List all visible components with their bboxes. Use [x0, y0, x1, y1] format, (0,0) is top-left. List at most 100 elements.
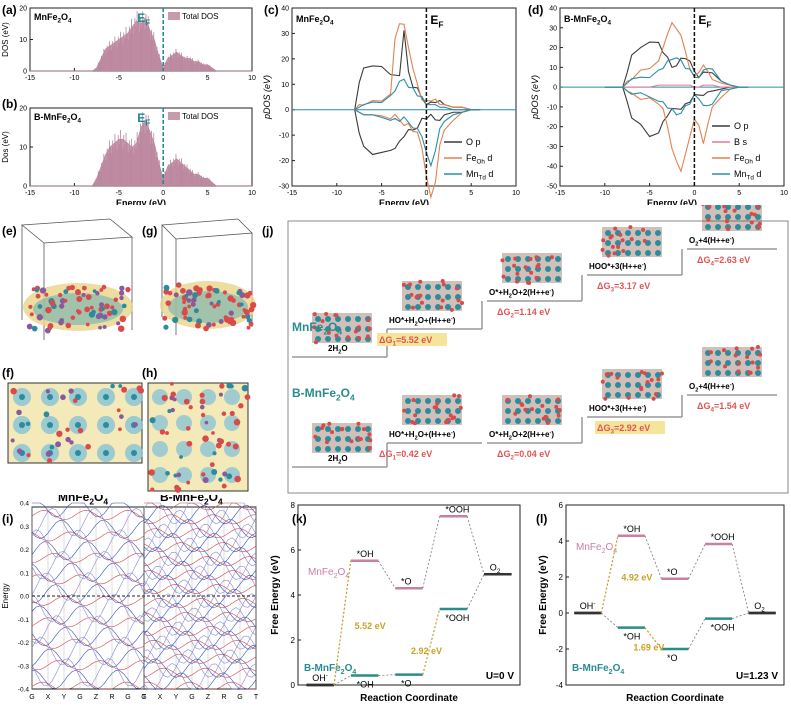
atom	[165, 470, 170, 476]
atom	[229, 316, 235, 322]
atom	[635, 382, 641, 388]
atom	[19, 422, 25, 428]
y-tick-label: 0.1	[20, 570, 29, 577]
atom	[325, 446, 331, 452]
atom	[643, 371, 648, 376]
step-label: O2+4(H++e-)	[689, 236, 735, 248]
atom	[407, 282, 412, 287]
y-tick-label: -10	[547, 104, 557, 111]
y-tick-label: -50	[547, 184, 557, 191]
atom	[659, 371, 664, 376]
atom	[72, 398, 78, 404]
y-tick-label: 2	[559, 573, 564, 582]
y-tick-label: 6	[291, 546, 296, 555]
legend-label: FeOh d	[734, 153, 760, 166]
y-tick-label: 0.0	[20, 594, 29, 601]
pdos-series-line	[354, 23, 481, 111]
atom	[201, 472, 206, 477]
band-line	[143, 598, 257, 608]
atom	[103, 394, 109, 400]
atom	[618, 232, 623, 237]
band-line	[143, 663, 257, 690]
atom	[212, 451, 217, 456]
atom	[172, 397, 177, 402]
atom	[440, 279, 445, 284]
atom	[239, 302, 244, 307]
atom	[635, 392, 641, 398]
atom	[199, 398, 206, 405]
x-tick-label: -10	[69, 75, 79, 82]
kpoint-label: Y	[62, 694, 67, 701]
atom	[335, 316, 341, 322]
atom	[441, 282, 446, 287]
kpoint-label: G	[189, 694, 194, 701]
atom	[615, 382, 621, 388]
y-tick-label: 20	[19, 106, 27, 113]
dos-plot-a: -15 -10 -5 0 5 10 0 10 20 MnFe2O4 EF Total DOS DOS (…	[1, 6, 256, 83]
band-line	[143, 556, 257, 567]
atom	[529, 270, 534, 275]
atom	[75, 422, 81, 428]
band-line	[31, 531, 145, 542]
x-tick-label: -15	[25, 190, 35, 197]
atom	[655, 382, 661, 388]
atom	[756, 365, 761, 370]
y-tick-label: 20	[549, 45, 557, 52]
atom	[199, 404, 205, 410]
atom	[642, 238, 647, 243]
limiting-step-arrow	[422, 608, 441, 675]
atom	[418, 279, 423, 284]
atom	[215, 442, 222, 449]
atom	[749, 220, 754, 225]
atom	[110, 305, 115, 310]
atom	[641, 227, 646, 232]
atom	[43, 411, 50, 418]
atom	[435, 418, 441, 424]
atom	[610, 244, 615, 249]
atom	[455, 408, 461, 414]
band-line	[143, 672, 257, 690]
atom	[95, 313, 102, 320]
atom	[111, 308, 118, 316]
slab-backdrop	[702, 205, 762, 231]
atom	[555, 256, 561, 262]
atom	[47, 323, 54, 329]
atom	[715, 360, 721, 366]
atom	[425, 408, 431, 414]
panel-label-h: (h)	[142, 366, 157, 380]
atom	[501, 274, 506, 279]
atom	[174, 486, 182, 493]
step-label: O2+4(H++e-)	[689, 382, 735, 394]
panel-label-e: (e)	[2, 224, 17, 238]
atom	[101, 284, 107, 290]
atom	[37, 304, 43, 309]
pdos-series-line	[604, 41, 749, 88]
band-frame	[31, 506, 145, 690]
atom	[221, 411, 227, 416]
x-tick-label: 5	[737, 190, 741, 197]
plot-frame	[565, 504, 785, 686]
fermi-label: EF	[430, 13, 443, 30]
atom	[722, 205, 727, 209]
limiting-step-arrow	[644, 627, 662, 650]
atom	[65, 427, 70, 432]
atom	[600, 247, 605, 252]
band-line	[143, 588, 257, 608]
atom	[526, 280, 531, 285]
plot-title: B-MnFe2O4	[564, 14, 612, 27]
atom	[555, 266, 561, 272]
atom	[440, 298, 445, 303]
atom	[335, 446, 341, 452]
atom	[750, 360, 755, 365]
atom	[68, 388, 74, 394]
step-label: O*+H2O+2(H++e-)	[489, 288, 554, 300]
atom	[756, 205, 761, 209]
atom	[199, 392, 205, 398]
atom	[49, 299, 56, 307]
legend-label: MnTd d	[466, 169, 493, 182]
y-tick-label: -4	[556, 681, 564, 690]
atom	[218, 477, 223, 482]
atom	[605, 240, 611, 246]
step-label: *O	[401, 576, 412, 586]
